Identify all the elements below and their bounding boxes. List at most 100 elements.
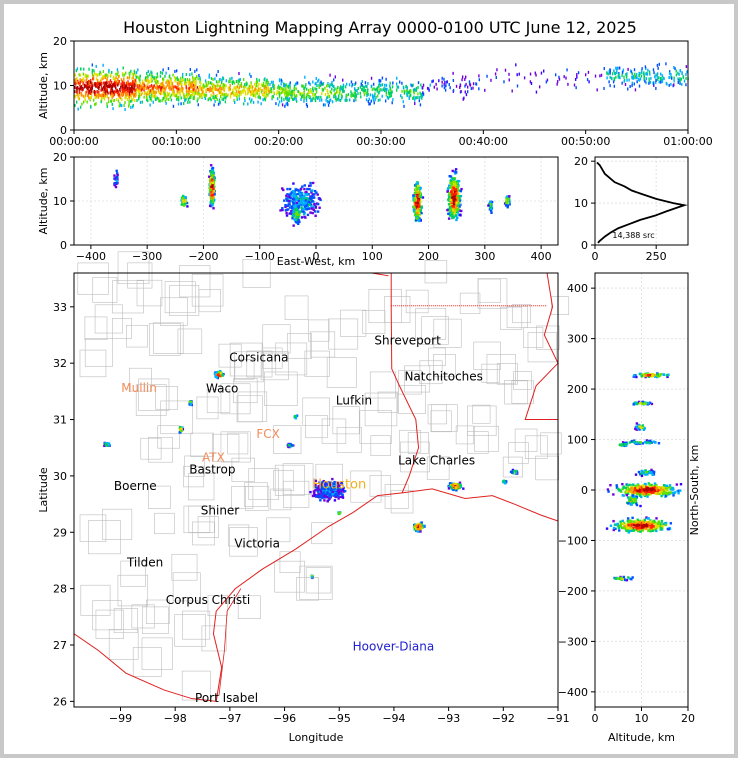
lightning-source-time — [367, 99, 370, 103]
county-boundary — [274, 560, 305, 593]
lightning-source-time — [283, 84, 285, 88]
lightning-source-time — [184, 99, 186, 103]
lightning-source-map — [336, 489, 340, 492]
lightning-source-time — [613, 84, 616, 88]
lightning-source-time — [148, 94, 151, 98]
lightning-source-time — [293, 91, 295, 95]
lightning-source-map — [315, 486, 318, 490]
lightning-source-time — [238, 72, 240, 76]
parish-boundary — [455, 425, 474, 445]
lightning-source-ew — [209, 188, 212, 192]
lightning-source-time — [311, 98, 313, 102]
lightning-source-time — [92, 74, 95, 78]
lightning-source-ew — [447, 212, 450, 215]
lightning-source-time — [318, 84, 320, 88]
lightning-source-time — [410, 83, 412, 87]
lightning-source-ew — [311, 181, 315, 185]
lightning-source-time — [229, 80, 231, 84]
lightning-source-ew — [285, 211, 288, 215]
lightning-source-time — [386, 87, 388, 91]
lightning-source-time — [156, 75, 159, 79]
lightning-source-time — [319, 84, 322, 88]
lightning-source-time — [305, 98, 308, 102]
lightning-source-time — [270, 90, 273, 94]
lightning-source-time — [361, 79, 363, 83]
lightning-source-time — [95, 77, 98, 81]
lightning-source-time — [255, 90, 257, 94]
lightning-source-ew — [416, 182, 420, 185]
city-label: Waco — [206, 382, 238, 396]
parish-boundary — [506, 306, 529, 329]
lightning-source-ew — [285, 214, 289, 217]
lightning-source-time — [153, 76, 156, 80]
lightning-source-time — [644, 65, 647, 69]
lightning-source-time — [391, 101, 393, 105]
lightning-source-time — [220, 80, 223, 84]
lightning-source-map — [332, 492, 336, 496]
lightning-source-time — [121, 84, 124, 88]
lightning-source-ns — [636, 427, 640, 430]
lightning-source-ew — [287, 203, 290, 206]
lightning-source-time — [609, 75, 611, 79]
lightning-source-time — [629, 85, 631, 89]
lightning-source-time — [656, 63, 659, 67]
lightning-source-time — [678, 78, 680, 82]
lightning-source-ew — [307, 200, 311, 203]
lightning-source-time — [278, 87, 280, 91]
lightning-source-time — [255, 83, 258, 87]
county-boundary — [84, 338, 113, 367]
lightning-source-time — [75, 100, 78, 104]
lightning-source-time — [670, 76, 673, 80]
lightning-source-ew — [316, 210, 320, 213]
lightning-source-time — [307, 92, 309, 96]
lightning-source-ns — [641, 400, 644, 404]
lightning-source-time — [74, 79, 76, 83]
lightning-source-time — [655, 73, 657, 77]
lightning-source-time — [86, 86, 88, 90]
lightning-source-map — [339, 495, 342, 499]
lightning-source-time — [616, 66, 619, 70]
lightning-source-ew — [310, 203, 313, 207]
lightning-source-time — [191, 88, 194, 92]
lightning-source-time — [288, 97, 290, 101]
lightning-source-time — [227, 93, 229, 97]
lightning-source-time — [125, 95, 127, 99]
lightning-source-time — [258, 92, 260, 96]
lightning-source-time — [109, 79, 112, 83]
lightning-source-time — [164, 93, 166, 97]
lightning-source-time — [402, 86, 405, 90]
lightning-source-time — [233, 93, 235, 97]
lightning-source-ns — [639, 441, 642, 444]
lightning-source-time — [534, 71, 536, 75]
lightning-source-map — [335, 488, 338, 491]
lightning-source-ew — [418, 191, 421, 194]
lightning-source-time — [337, 90, 339, 94]
lightning-source-ew — [449, 179, 452, 183]
lightning-source-ew — [415, 217, 419, 220]
lightning-source-time — [256, 77, 258, 81]
lightning-source-time — [304, 75, 306, 79]
lightning-source-time — [359, 85, 362, 89]
lightning-source-time — [263, 86, 266, 90]
lightning-source-time — [145, 93, 148, 97]
lightning-source-time — [286, 84, 288, 88]
lightning-source-time — [168, 92, 170, 96]
county-boundary — [304, 350, 330, 377]
lightning-source-time — [190, 83, 192, 87]
lightning-source-ns — [641, 402, 644, 405]
parish-boundary — [524, 435, 548, 459]
lightning-source-time — [357, 92, 359, 96]
lightning-source-time — [145, 95, 148, 99]
lightning-source-time — [146, 75, 148, 79]
lightning-source-time — [95, 73, 97, 77]
lightning-source-ns — [621, 442, 624, 446]
lightning-source-time — [87, 94, 90, 98]
lightning-source-ew — [292, 210, 295, 214]
lightning-source-ew — [457, 213, 460, 217]
lightning-source-time — [461, 78, 463, 82]
lightning-source-ew — [208, 179, 212, 183]
county-boundary — [153, 322, 184, 354]
lightning-source-time — [79, 80, 81, 84]
lightning-source-time — [153, 90, 155, 94]
lightning-source-time — [179, 93, 181, 97]
